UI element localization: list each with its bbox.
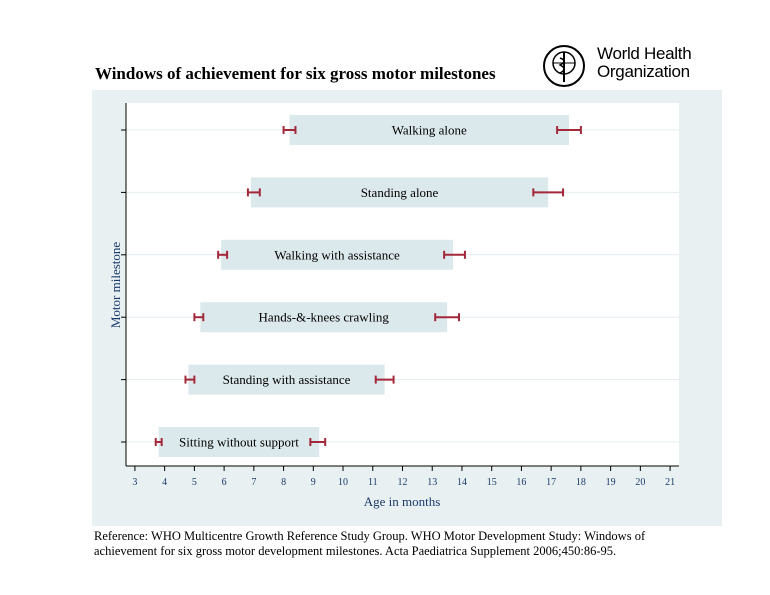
- confidence-interval: [434, 313, 460, 322]
- logo-line-2: Organization: [597, 62, 690, 81]
- x-tick-label: 13: [427, 477, 437, 488]
- x-tick-label: 21: [665, 477, 675, 488]
- confidence-interval: [282, 126, 297, 134]
- confidence-interval: [154, 438, 163, 446]
- x-tick-label: 3: [132, 477, 137, 488]
- logo-line-1: World Health: [597, 44, 692, 63]
- confidence-interval: [556, 126, 582, 134]
- x-tick-label: 8: [281, 477, 286, 488]
- x-tick-label: 5: [192, 477, 197, 488]
- milestone-bar: [200, 302, 448, 333]
- confidence-interval: [374, 375, 395, 384]
- x-tick-label: 7: [251, 477, 256, 488]
- confidence-interval: [309, 438, 327, 446]
- x-tick-label: 15: [487, 477, 497, 488]
- x-tick-label: 18: [576, 477, 586, 488]
- milestone-bar: [289, 115, 569, 145]
- x-tick-label: 12: [398, 477, 408, 488]
- confidence-interval: [193, 313, 205, 322]
- x-tick-label: 19: [606, 477, 616, 488]
- confidence-interval: [532, 188, 565, 197]
- x-axis-label: Age in months: [364, 494, 441, 509]
- milestone-bar: [250, 177, 549, 208]
- milestone-bar: [158, 427, 320, 457]
- confidence-interval: [184, 375, 196, 384]
- x-tick-label: 6: [222, 477, 227, 488]
- confidence-interval: [246, 188, 261, 197]
- bar-label: Standing alone: [361, 185, 439, 200]
- chart-title: Windows of achievement for six gross mot…: [95, 64, 496, 83]
- x-tick-label: 20: [635, 477, 645, 488]
- y-axis-label: Motor milestone: [108, 242, 123, 329]
- who-emblem-icon: [543, 45, 585, 87]
- milestone-bar: [188, 364, 385, 395]
- bar-label: Walking with assistance: [274, 247, 400, 262]
- x-tick-label: 9: [311, 477, 316, 488]
- confidence-interval: [217, 250, 229, 259]
- x-tick-label: 16: [516, 477, 526, 488]
- x-tick-label: 4: [162, 477, 167, 488]
- x-tick-label: 14: [457, 477, 467, 488]
- bar-label: Hands-&-knees crawling: [259, 310, 390, 325]
- bar-label: Walking alone: [392, 123, 467, 138]
- confidence-interval: [443, 250, 466, 259]
- x-tick-label: 17: [546, 477, 556, 488]
- bar-label: Sitting without support: [179, 435, 299, 450]
- plot-area: [126, 103, 679, 466]
- x-tick-label: 10: [338, 477, 348, 488]
- milestone-bar: [221, 239, 454, 270]
- x-tick-label: 11: [368, 477, 378, 488]
- who-logo-text: World Health Organization: [597, 44, 692, 81]
- reference-note: Reference: WHO Multicentre Growth Refere…: [94, 529, 646, 558]
- bar-label: Standing with assistance: [223, 372, 351, 387]
